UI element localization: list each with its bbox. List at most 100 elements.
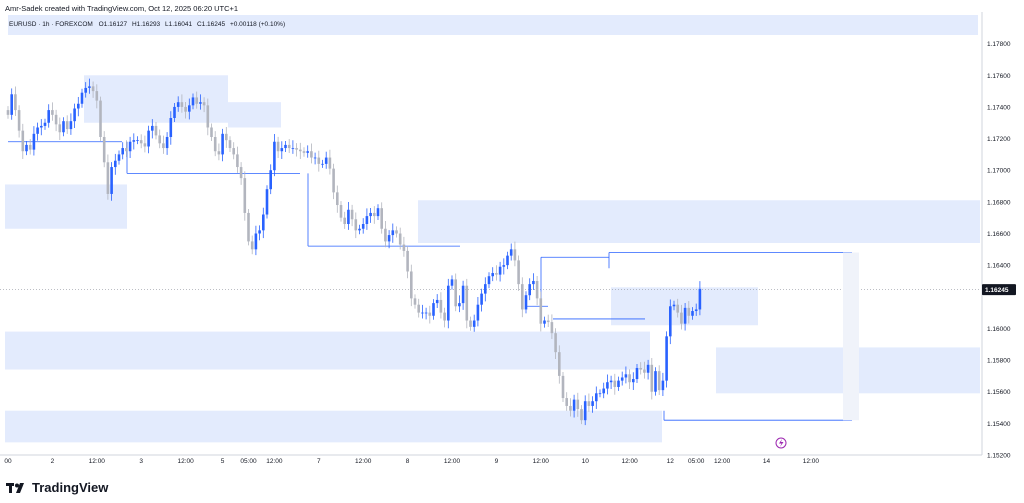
candle-69 bbox=[262, 207, 265, 239]
ohlc-open: O1.16127 bbox=[99, 21, 128, 28]
candle-74 bbox=[280, 141, 284, 159]
candle-170 bbox=[635, 364, 639, 384]
candle-91 bbox=[343, 211, 346, 229]
legend-layer: EURUSD · 1h · FOREXCOM O1.16127 H1.16293… bbox=[9, 21, 285, 28]
candle-body-109 bbox=[410, 271, 413, 299]
candle-body-180 bbox=[672, 304, 676, 307]
candle-7 bbox=[32, 126, 36, 156]
candle-171 bbox=[639, 362, 642, 375]
ohlc-high: H1.16293 bbox=[132, 21, 161, 28]
candle-142 bbox=[532, 273, 535, 290]
candle-body-184 bbox=[687, 307, 691, 316]
candle-body-42 bbox=[162, 143, 165, 149]
candle-body-6 bbox=[28, 144, 32, 150]
x-tick-19: 14 bbox=[763, 458, 771, 465]
zones-layer bbox=[5, 15, 980, 443]
candle-42 bbox=[162, 135, 165, 154]
candle-36 bbox=[139, 134, 143, 149]
candle-119 bbox=[447, 278, 450, 329]
candle-body-55 bbox=[210, 127, 213, 137]
candle-body-102 bbox=[384, 228, 387, 242]
candle-body-118 bbox=[443, 312, 446, 321]
candle-81 bbox=[306, 145, 309, 158]
x-tick-20: 12:00 bbox=[803, 458, 820, 465]
y-tick-9: 1.15800 bbox=[987, 358, 1011, 365]
candles-layer bbox=[6, 78, 702, 426]
candle-body-84 bbox=[317, 157, 321, 164]
candle-body-113 bbox=[424, 312, 428, 314]
grid-layer bbox=[0, 12, 983, 456]
candle-92 bbox=[347, 202, 350, 230]
candle-body-126 bbox=[472, 320, 476, 327]
candle-121 bbox=[454, 273, 457, 312]
candle-body-87 bbox=[328, 157, 332, 169]
candle-body-131 bbox=[491, 273, 494, 277]
ohlc-change: +0.00118 (+0.10%) bbox=[230, 21, 285, 28]
x-tick-12: 9 bbox=[495, 458, 499, 465]
zone-box-3 bbox=[418, 200, 980, 243]
candle-90 bbox=[339, 201, 343, 222]
candle-47 bbox=[180, 94, 184, 113]
y-tick-8: 1.16000 bbox=[987, 326, 1011, 333]
candle-93 bbox=[350, 204, 354, 227]
candle-150 bbox=[561, 371, 565, 402]
candle-body-16 bbox=[65, 121, 69, 130]
zone-box-1 bbox=[228, 102, 281, 128]
candle-body-151 bbox=[565, 398, 568, 406]
candle-137 bbox=[513, 241, 517, 267]
candle-body-137 bbox=[513, 249, 517, 261]
candle-39 bbox=[151, 119, 154, 139]
brand-name: TradingView bbox=[32, 480, 109, 495]
candle-body-174 bbox=[650, 364, 654, 392]
candle-11 bbox=[47, 104, 50, 128]
candle-body-123 bbox=[461, 285, 465, 304]
candle-30 bbox=[117, 150, 121, 165]
candle-body-37 bbox=[143, 143, 147, 147]
candle-183 bbox=[683, 302, 687, 331]
candle-115 bbox=[432, 299, 435, 320]
candle-97 bbox=[365, 208, 369, 230]
candle-110 bbox=[413, 294, 417, 309]
candle-184 bbox=[687, 301, 691, 324]
x-tick-16: 12 bbox=[667, 458, 675, 465]
candle-52 bbox=[199, 94, 202, 110]
candle-31 bbox=[121, 142, 124, 160]
candle-body-178 bbox=[665, 336, 668, 381]
candle-body-36 bbox=[139, 140, 143, 144]
candle-body-95 bbox=[358, 228, 361, 231]
candlestick-chart[interactable]: 1.17800 1.17600 1.17400 1.17200 1.17000 1.168… bbox=[0, 0, 1024, 470]
candle-133 bbox=[498, 261, 502, 282]
candle-46 bbox=[176, 96, 180, 112]
candle-35 bbox=[136, 136, 139, 145]
candle-155 bbox=[580, 405, 583, 425]
candle-body-115 bbox=[432, 303, 435, 316]
candle-body-138 bbox=[517, 260, 520, 285]
candle-125 bbox=[469, 316, 472, 331]
tradingview-logo-icon bbox=[6, 482, 24, 493]
candle-48 bbox=[184, 102, 187, 119]
candle-body-51 bbox=[195, 97, 198, 104]
candle-body-143 bbox=[535, 280, 539, 299]
projection-box bbox=[843, 252, 859, 421]
candle-body-44 bbox=[169, 118, 173, 137]
y-tick-7: 1.16400 bbox=[987, 263, 1011, 270]
candle-172 bbox=[643, 361, 646, 379]
candle-182 bbox=[680, 304, 683, 330]
candle-body-96 bbox=[361, 224, 365, 229]
candle-145 bbox=[543, 316, 546, 328]
candle-body-169 bbox=[632, 379, 635, 383]
candle-138 bbox=[517, 255, 520, 291]
candle-body-4 bbox=[21, 130, 25, 152]
candle-body-21 bbox=[84, 87, 87, 93]
candle-body-61 bbox=[232, 148, 235, 155]
candle-body-56 bbox=[213, 136, 217, 152]
candle-body-59 bbox=[225, 133, 228, 141]
candle-body-104 bbox=[391, 230, 395, 236]
candle-body-176 bbox=[657, 371, 661, 391]
candle-29 bbox=[114, 153, 117, 175]
candle-body-5 bbox=[25, 144, 28, 152]
candle-147 bbox=[550, 314, 554, 340]
candle-80 bbox=[302, 147, 306, 157]
candle-body-15 bbox=[62, 121, 65, 133]
candle-body-179 bbox=[669, 306, 672, 337]
